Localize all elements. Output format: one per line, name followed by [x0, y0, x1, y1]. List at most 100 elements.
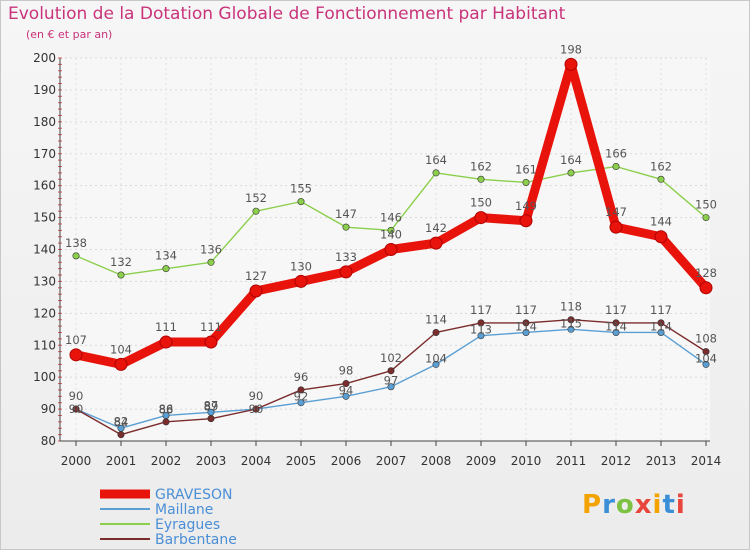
legend-item-barbentane: Barbentane	[100, 532, 237, 548]
data-label: 198	[560, 42, 582, 56]
data-point	[702, 348, 710, 356]
data-point	[114, 357, 128, 371]
data-label: 118	[560, 300, 582, 314]
y-tick-label: 90	[41, 402, 56, 416]
data-point	[69, 348, 83, 362]
data-point	[297, 198, 305, 206]
series-graveson	[69, 57, 713, 371]
data-label: 142	[425, 221, 447, 235]
legend-label: Maillane	[155, 502, 213, 518]
proxiti-logo: Proxiti	[582, 490, 686, 520]
x-tick-label: 2002	[151, 454, 182, 468]
data-point	[432, 328, 440, 336]
data-label: 104	[110, 342, 132, 356]
data-point	[117, 431, 125, 439]
data-label: 162	[650, 159, 672, 173]
data-point	[429, 236, 443, 250]
x-tick-label: 2009	[466, 454, 497, 468]
data-label: 149	[515, 199, 537, 213]
data-point	[207, 258, 215, 266]
data-point	[567, 325, 575, 333]
x-tick-label: 2008	[421, 454, 452, 468]
data-point	[564, 57, 578, 71]
data-point	[252, 207, 260, 215]
data-label: 128	[695, 266, 717, 280]
data-label: 97	[384, 374, 399, 388]
data-point	[657, 328, 665, 336]
data-point	[609, 220, 623, 234]
data-point	[249, 284, 263, 298]
data-label: 132	[110, 255, 132, 269]
data-point	[657, 319, 665, 327]
chart-subtitle: (en € et par an)	[26, 28, 113, 41]
data-label: 150	[695, 198, 717, 212]
data-label: 111	[200, 320, 222, 334]
y-tick-label: 160	[33, 179, 56, 193]
logo-letter: o	[615, 490, 635, 520]
data-point	[162, 418, 170, 426]
data-label: 114	[605, 319, 627, 333]
data-label: 146	[380, 210, 402, 224]
logo-letter: P	[582, 490, 603, 520]
data-point	[474, 211, 488, 225]
series-barbentane	[72, 316, 710, 439]
data-point	[297, 399, 305, 407]
data-point	[432, 360, 440, 368]
data-point	[384, 243, 398, 256]
data-label: 89	[204, 399, 219, 413]
data-label: 127	[245, 269, 267, 283]
data-point	[522, 178, 530, 186]
y-tick-label: 190	[33, 83, 56, 97]
x-tick-label: 2005	[286, 454, 317, 468]
data-label: 117	[605, 303, 627, 317]
data-point	[612, 319, 620, 327]
data-point	[477, 332, 485, 340]
data-label: 147	[335, 207, 357, 221]
data-label: 140	[380, 228, 402, 242]
y-tick-label: 110	[33, 338, 56, 352]
data-label: 82	[114, 415, 129, 429]
data-label: 114	[425, 312, 447, 326]
series-maillane	[72, 325, 710, 432]
logo-letter: i	[675, 490, 686, 520]
data-label: 162	[470, 159, 492, 173]
data-point	[162, 265, 170, 273]
legend-item-eyragues: Eyragues	[100, 517, 220, 533]
x-tick-label: 2001	[106, 454, 137, 468]
y-tick-label: 140	[33, 243, 56, 257]
data-point	[117, 271, 125, 279]
data-point	[612, 328, 620, 336]
data-point	[654, 230, 668, 244]
data-label: 94	[339, 383, 354, 397]
data-point	[387, 226, 395, 234]
data-label: 150	[470, 196, 492, 210]
data-label: 86	[159, 402, 174, 416]
data-point	[522, 328, 530, 336]
data-label: 90	[69, 389, 84, 403]
data-point	[252, 405, 260, 413]
data-point	[612, 163, 620, 171]
x-tick-label: 2011	[556, 454, 587, 468]
x-tick-label: 2006	[331, 454, 362, 468]
x-tick-label: 2014	[691, 454, 722, 468]
y-tick-label: 150	[33, 211, 56, 225]
data-label: 115	[560, 316, 582, 330]
data-label: 84	[114, 415, 129, 429]
data-label: 144	[650, 215, 672, 229]
data-point	[204, 335, 218, 349]
data-point	[342, 392, 350, 400]
data-point	[699, 281, 713, 295]
data-label: 107	[65, 333, 87, 347]
data-label: 166	[605, 147, 627, 161]
x-tick-label: 2003	[196, 454, 227, 468]
data-label: 117	[650, 303, 672, 317]
data-point	[519, 214, 533, 228]
data-point	[339, 265, 353, 279]
legend-label: Barbentane	[155, 532, 237, 548]
legend-item-maillane: Maillane	[100, 502, 213, 518]
data-label: 90	[249, 389, 264, 403]
data-label: 104	[425, 351, 447, 365]
data-point	[567, 169, 575, 177]
data-point	[477, 175, 485, 183]
